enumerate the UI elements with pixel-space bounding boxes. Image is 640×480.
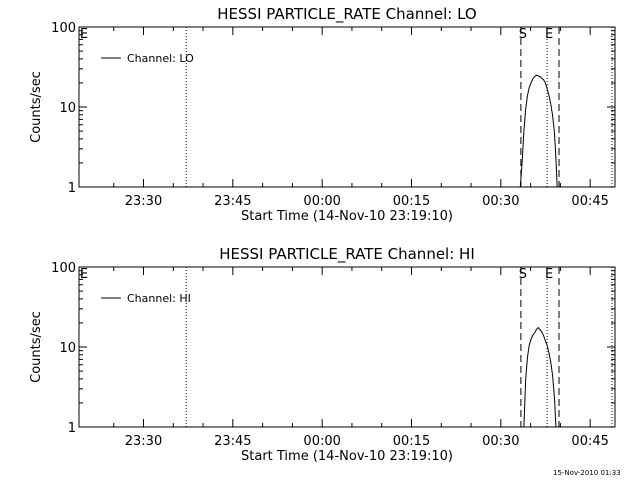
x-tick-label: 23:45 [214,434,251,449]
marker-label-e: E [80,267,88,282]
x-axis-label: Start Time (14-Nov-10 23:19:10) [241,209,453,224]
y-tick-label: 100 [51,261,76,276]
y-tick-label: 1 [68,421,76,436]
y-axis-label: Counts/sec [29,71,44,143]
legend-label: Channel: HI [127,292,191,305]
x-tick-label: 00:00 [303,194,340,209]
x-tick-label: 00:45 [571,434,608,449]
y-tick-label: 100 [51,21,76,36]
marker-label-s: S [519,27,527,42]
plot-panel-lo: HESSI PARTICLE_RATE Channel: LO 1 10 100 23:… [29,5,616,224]
x-tick-label: 00:45 [571,194,608,209]
timestamp: 15-Nov-2010 01:33 [553,469,621,477]
plot-frame [78,26,616,188]
x-tick-label: 23:30 [125,194,162,209]
y-axis-label: Counts/sec [29,311,44,383]
x-tick-label: 23:30 [125,434,162,449]
plot-frame [78,266,616,428]
plot-panel-hi: HESSI PARTICLE_RATE Channel: HI 1 10 100 23:… [29,245,616,464]
marker-label-e: E [80,27,88,42]
marker-label-s: S [519,267,527,282]
y-tick-label: 10 [59,341,76,356]
chart-title: HESSI PARTICLE_RATE Channel: LO [217,5,476,24]
x-tick-label: 23:45 [214,194,251,209]
x-tick-label: 00:00 [303,434,340,449]
x-axis-label: Start Time (14-Nov-10 23:19:10) [241,449,453,464]
y-tick-label: 1 [68,181,76,196]
data-series-line [519,74,558,188]
marker-label-e: E [545,267,553,282]
data-series-line [523,326,557,428]
marker-label-e: E [545,27,553,42]
x-tick-label: 00:30 [482,194,519,209]
legend-label: Channel: LO [127,52,194,65]
chart-title: HESSI PARTICLE_RATE Channel: HI [219,245,475,264]
x-tick-label: 00:15 [393,434,430,449]
x-tick-label: 00:15 [393,194,430,209]
x-tick-label: 00:30 [482,434,519,449]
y-tick-label: 10 [59,101,76,116]
